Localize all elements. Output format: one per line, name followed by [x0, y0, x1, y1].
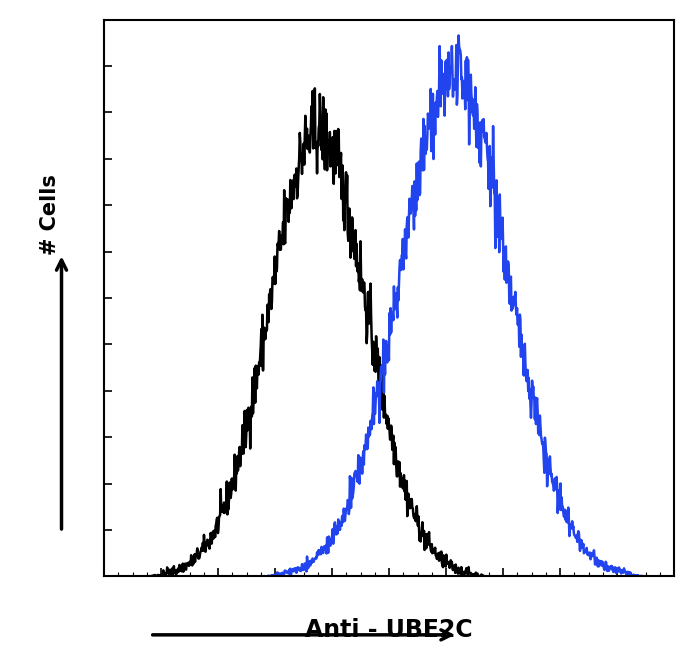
Text: Anti - UBE2C: Anti - UBE2C — [305, 618, 473, 642]
Text: # Cells: # Cells — [40, 174, 60, 255]
